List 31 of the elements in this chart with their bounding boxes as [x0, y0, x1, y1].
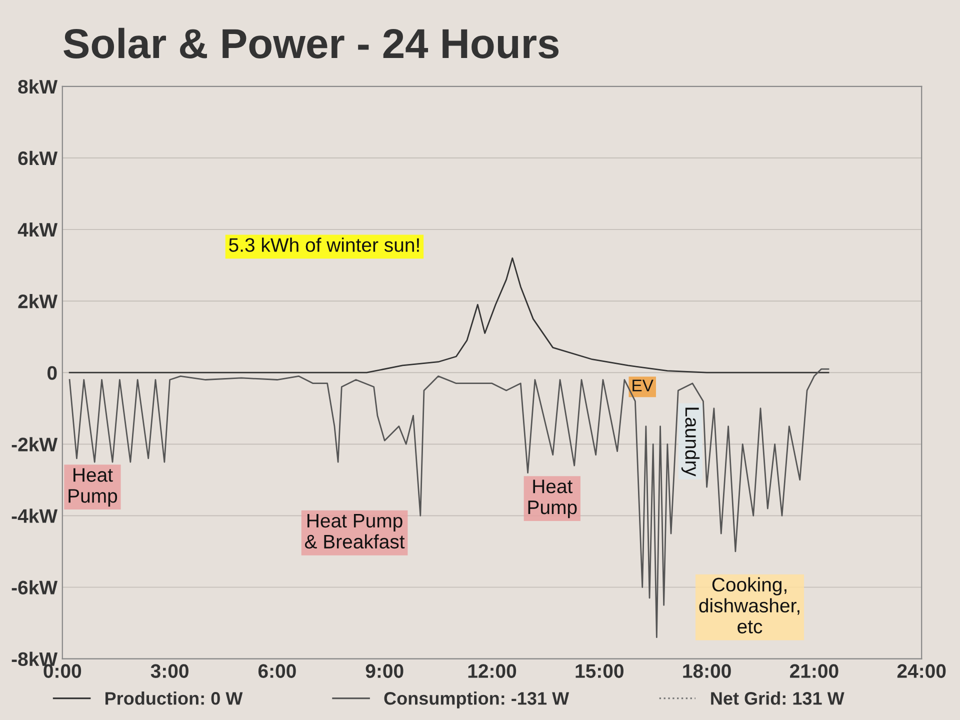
y-tick-label: -4kW — [12, 508, 58, 523]
y-tick-label: -8kW — [12, 652, 58, 666]
annotation: Heat Pump — [68, 468, 118, 507]
annotation: Cooking, dishwasher, etc — [699, 577, 800, 634]
legend-label: Production: 0 W — [105, 692, 243, 705]
x-tick-label: 0:00 — [44, 664, 82, 678]
x-tick-label: 15:00 — [576, 664, 624, 678]
x-tick-label: 6:00 — [258, 664, 296, 678]
annotation: Laundry — [681, 408, 700, 476]
annotation: EV — [632, 380, 654, 392]
x-tick-label: 21:00 — [790, 664, 838, 678]
x-tick-label: 12:00 — [468, 664, 516, 678]
line-series — [68, 368, 830, 638]
annotation: Heat Pump — [528, 480, 577, 518]
y-tick-label: 4kW — [18, 222, 58, 237]
chart-title: Solar & Power - 24 Hours — [64, 28, 559, 58]
line-series — [68, 257, 830, 374]
annotation: 5.3 kWh of winter sun! — [229, 238, 419, 252]
x-tick-label: 9:00 — [366, 664, 404, 678]
x-tick-label: 24:00 — [897, 664, 946, 678]
x-tick-label: 18:00 — [683, 664, 731, 678]
x-tick-label: 3:00 — [150, 664, 188, 678]
y-tick-label: 2kW — [18, 294, 58, 308]
y-tick-label: -6kW — [12, 580, 58, 594]
legend-label: Net Grid: 131 W — [711, 692, 844, 705]
y-tick-label: 6kW — [18, 150, 58, 166]
y-tick-label: 8kW — [18, 79, 58, 94]
annotation: Heat Pump & Breakfast — [304, 514, 405, 549]
legend-label: Consumption: -131 W — [384, 692, 570, 708]
y-tick-label: 0 — [47, 366, 57, 380]
y-tick-label: -2kW — [12, 437, 58, 452]
